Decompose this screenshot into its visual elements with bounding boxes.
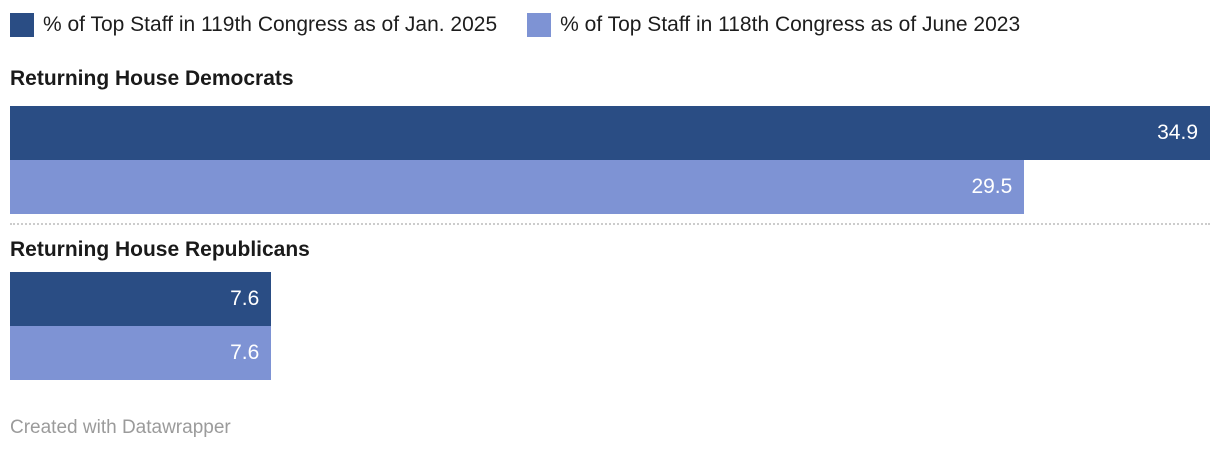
legend: % of Top Staff in 119th Congress as of J… [10,0,1210,37]
legend-label-119th-congress: % of Top Staff in 119th Congress as of J… [43,13,498,36]
legend-swatch-light-blue [527,13,552,37]
attribution: Created with Datawrapper [10,417,1210,439]
bar-value-label: 7.6 [230,287,260,310]
bar-value-label: 34.9 [1157,121,1198,144]
group-title: Returning House Republicans [10,238,310,261]
legend-swatch-dark-blue [10,13,34,37]
bar-value-label: 7.6 [230,341,260,364]
legend-item-118th-congress: % of Top Staff in 118th Congress as of J… [527,13,1020,37]
bar-group: Returning House Republicans 7.6 7.6 [10,237,1210,380]
datawrapper-credit-link[interactable]: Created with Datawrapper [10,417,231,438]
bar: 7.6 [10,326,272,380]
bar: 29.5 [10,160,1025,214]
group-title: Returning House Democrats [10,67,294,90]
bar-chart: Returning House Democrats 34.9 29.5 Returni… [10,66,1210,380]
bar-value-label: 29.5 [971,175,1013,198]
group-separator [10,223,1210,225]
bar: 34.9 [10,106,1210,160]
bar-group: Returning House Democrats 34.9 29.5 [10,66,1210,214]
legend-label-118th-congress: % of Top Staff in 118th Congress as of J… [560,13,1021,36]
legend-item-119th-congress: % of Top Staff in 119th Congress as of J… [10,13,497,37]
bar: 7.6 [10,272,272,326]
